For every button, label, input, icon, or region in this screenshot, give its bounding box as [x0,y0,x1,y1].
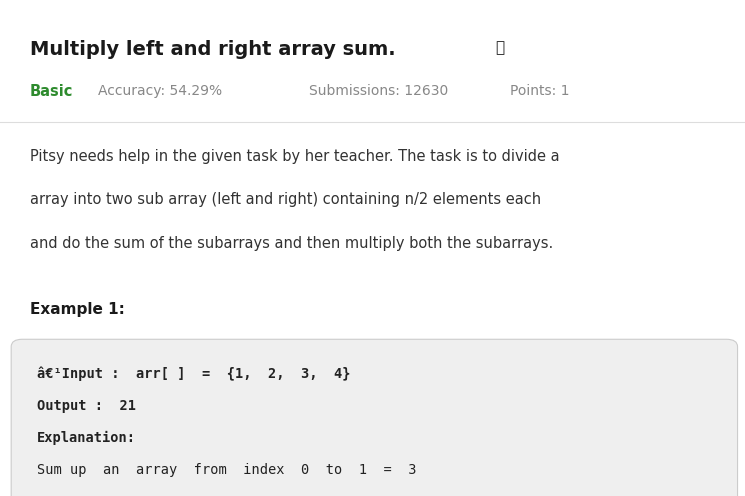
Text: Pitsy needs help in the given task by her teacher. The task is to divide a: Pitsy needs help in the given task by he… [30,149,559,164]
Text: Explanation:: Explanation: [37,431,136,445]
Text: Example 1:: Example 1: [30,302,124,317]
Text: Multiply left and right array sum.: Multiply left and right array sum. [30,40,396,59]
Text: Output :  21: Output : 21 [37,399,136,413]
Text: Submissions: 12630: Submissions: 12630 [309,84,448,98]
Text: array into two sub array (left and right) containing n/2 elements each: array into two sub array (left and right… [30,192,541,207]
Text: Points: 1: Points: 1 [510,84,570,98]
Text: â€¹Input :  arr[ ]  =  {1,  2,  3,  4}: â€¹Input : arr[ ] = {1, 2, 3, 4} [37,367,351,381]
Text: 🔖: 🔖 [495,40,504,55]
Text: Sum up  an  array  from  index  0  to  1  =  3: Sum up an array from index 0 to 1 = 3 [37,463,416,477]
Text: Basic: Basic [30,84,73,99]
FancyBboxPatch shape [11,339,738,496]
Text: Accuracy: 54.29%: Accuracy: 54.29% [98,84,223,98]
Text: and do the sum of the subarrays and then multiply both the subarrays.: and do the sum of the subarrays and then… [30,236,553,251]
